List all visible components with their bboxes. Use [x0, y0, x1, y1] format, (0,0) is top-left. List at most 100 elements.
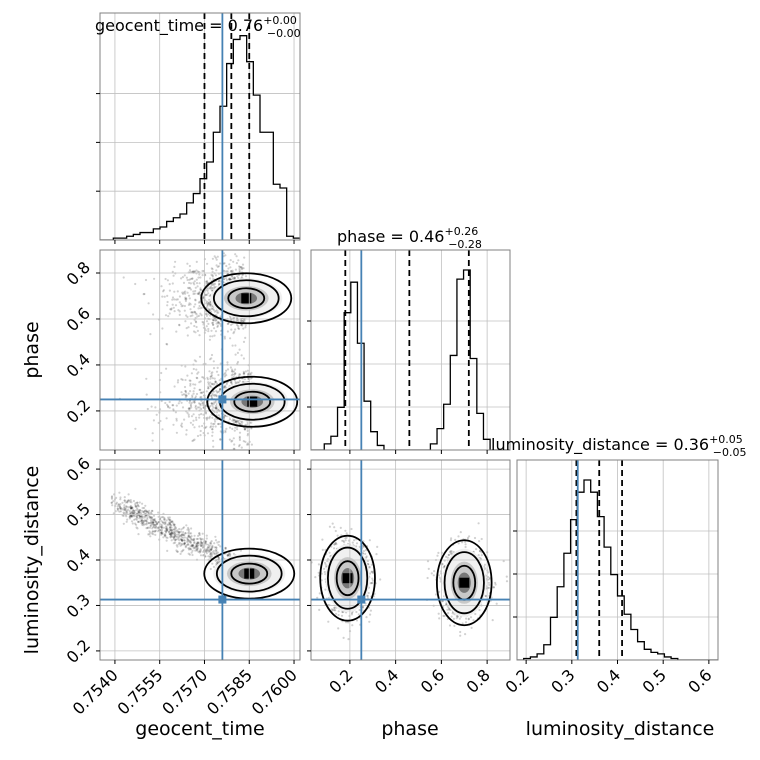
- sample-point: [236, 381, 239, 384]
- sample-point: [473, 536, 477, 540]
- sample-point: [181, 291, 184, 294]
- sample-point: [216, 561, 219, 564]
- sample-point: [211, 551, 214, 554]
- sample-point: [215, 562, 218, 565]
- sample-point: [130, 501, 133, 504]
- sample-point: [154, 406, 157, 409]
- sample-point: [362, 550, 365, 553]
- sample-point: [233, 330, 236, 333]
- sample-point: [121, 501, 124, 504]
- sample-point: [136, 527, 139, 530]
- sample-point: [237, 276, 240, 279]
- sample-point: [215, 546, 218, 549]
- sample-point: [175, 298, 178, 301]
- sample-point: [186, 374, 189, 377]
- sample-point: [241, 421, 244, 424]
- y-tick-label: 0.2: [63, 396, 94, 427]
- sample-point: [228, 426, 232, 429]
- sample-point: [193, 270, 196, 273]
- sample-point: [505, 580, 509, 583]
- sample-point: [371, 579, 374, 582]
- sample-point: [207, 307, 210, 310]
- sample-point: [214, 425, 217, 428]
- sample-point: [210, 555, 213, 558]
- sample-point: [198, 416, 201, 419]
- sample-point: [160, 525, 163, 528]
- sample-point: [195, 282, 199, 285]
- sample-point: [179, 552, 182, 556]
- sample-point: [223, 262, 226, 265]
- contour-level: [230, 562, 269, 585]
- sample-point: [181, 425, 184, 428]
- sample-point: [483, 563, 487, 566]
- sample-point: [189, 277, 192, 281]
- sample-point: [170, 526, 173, 529]
- sample-point: [153, 519, 156, 522]
- sample-point: [243, 256, 246, 259]
- sample-point: [190, 532, 193, 535]
- sample-point: [209, 548, 213, 552]
- sample-point: [186, 262, 189, 265]
- sample-point: [191, 544, 194, 547]
- sample-point: [234, 420, 238, 423]
- sample-point: [126, 501, 129, 504]
- sample-point: [209, 277, 212, 280]
- sample-point: [201, 546, 205, 549]
- sample-point: [205, 314, 208, 317]
- sample-point: [478, 608, 481, 612]
- sample-point: [182, 534, 185, 537]
- sample-point: [217, 422, 220, 426]
- sample-point: [205, 390, 208, 393]
- sample-point: [240, 319, 243, 322]
- sample-point: [209, 567, 212, 571]
- sample-point: [130, 514, 133, 518]
- sample-point: [172, 423, 175, 426]
- sample-point: [216, 325, 219, 328]
- sample-point: [154, 529, 158, 532]
- sample-point: [189, 541, 192, 544]
- sample-point: [199, 549, 202, 552]
- sample-point: [176, 529, 179, 532]
- sample-point: [190, 538, 193, 541]
- sample-point: [181, 406, 185, 409]
- sample-point: [330, 608, 333, 611]
- sample-point: [161, 295, 164, 298]
- contour-level: [212, 279, 280, 318]
- sample-point: [247, 377, 250, 380]
- sample-point: [214, 256, 217, 259]
- sample-point: [230, 275, 233, 278]
- sample-point: [193, 283, 196, 286]
- sample-point: [249, 377, 252, 380]
- sample-point: [173, 533, 176, 536]
- sample-point: [219, 388, 222, 391]
- sample-point: [223, 335, 226, 338]
- sample-point: [240, 446, 243, 449]
- contour-level: [335, 560, 360, 597]
- sample-point: [223, 337, 226, 340]
- sample-point: [189, 379, 192, 382]
- sample-point: [238, 435, 241, 438]
- title-geocent-time: geocent_time = 0.76+0.00 −0.00: [95, 14, 301, 40]
- sample-point: [184, 296, 187, 299]
- sample-point: [192, 413, 195, 416]
- sample-point: [199, 550, 202, 553]
- sample-point: [467, 618, 470, 621]
- sample-point: [189, 421, 192, 424]
- sample-point: [179, 542, 182, 545]
- sample-point: [189, 384, 192, 387]
- sample-point: [195, 260, 198, 263]
- sample-point: [224, 385, 227, 388]
- sample-point: [213, 542, 216, 545]
- sample-point: [197, 550, 200, 553]
- sample-point: [153, 524, 156, 527]
- sample-point: [316, 596, 319, 599]
- sample-point: [212, 402, 215, 405]
- sample-point: [199, 288, 202, 291]
- sample-point: [175, 419, 178, 422]
- sample-point: [197, 301, 201, 304]
- sample-point: [191, 394, 194, 397]
- sample-point: [137, 520, 140, 524]
- sample-point: [116, 507, 120, 510]
- sample-point: [194, 298, 197, 301]
